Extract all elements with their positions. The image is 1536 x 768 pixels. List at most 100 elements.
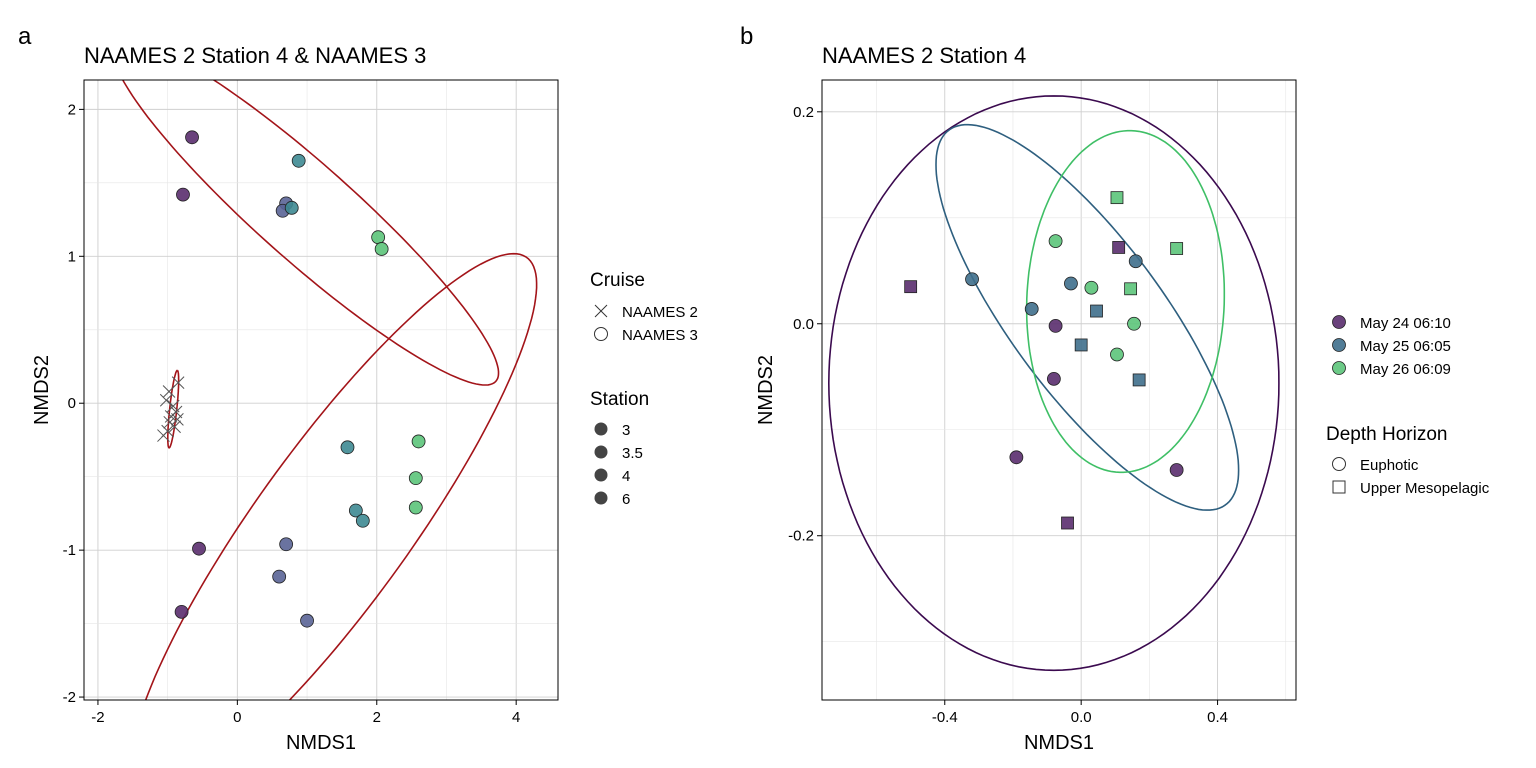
data-point-naames2	[162, 385, 176, 398]
legend-cruise-naames2-label: NAAMES 2	[622, 304, 698, 321]
x-tick-label: -2	[91, 709, 104, 726]
data-point-circle	[1048, 318, 1063, 333]
panel-a: a NAAMES 2 Station 4 & NAAMES 3 -2 0 2 4 -2…	[18, 23, 698, 754]
panel-b-title: NAAMES 2 Station 4	[822, 43, 1026, 68]
data-point-circle	[965, 272, 979, 287]
y-tick-label: -0.2	[788, 528, 814, 545]
panel-b-points	[904, 191, 1184, 530]
data-point-circle	[411, 434, 426, 449]
panel-b-y-ticks: -0.2 0.0 0.2	[788, 104, 822, 545]
panel-b-x-ticks: -0.4 0.0 0.4	[932, 700, 1228, 726]
panel-a-y-axis-label: NMDS2	[31, 355, 53, 425]
legend-cruise-naames3-label: NAAMES 3	[622, 327, 698, 344]
legend-depth-title: Depth Horizon	[1326, 424, 1447, 445]
legend-station-4-label: 4	[622, 468, 630, 485]
data-point-circle	[174, 604, 189, 619]
panel-a-points	[157, 130, 426, 628]
panel-b-y-axis-label: NMDS2	[755, 355, 777, 425]
panel-b-x-axis-label: NMDS1	[1024, 732, 1094, 754]
y-tick-label: -2	[63, 689, 76, 706]
panel-b-grid	[822, 80, 1296, 700]
data-point-circle	[374, 242, 389, 256]
data-point-circle	[1128, 254, 1143, 269]
data-point-circle	[1009, 450, 1024, 465]
data-point-circle	[300, 613, 314, 628]
legend-station-6-label: 6	[622, 491, 630, 508]
legend-depth-upper-mesopelagic-label: Upper Mesopelagic	[1360, 480, 1490, 497]
x-tick-label: 4	[512, 709, 520, 726]
legend-depth-euphotic-marker	[1332, 457, 1346, 471]
panel-b-frame	[821, 79, 1297, 701]
data-point-circle	[279, 537, 294, 552]
data-point-circle	[185, 130, 199, 145]
legend-date-may26-label: May 26 06:09	[1360, 361, 1451, 378]
legend-date-may25-marker	[1332, 338, 1346, 352]
panel-a-title: NAAMES 2 Station 4 & NAAMES 3	[84, 43, 426, 68]
panel-b-label: b	[740, 23, 753, 50]
panel-b-legend: May 24 06:10 May 25 06:05 May 26 06:09 D…	[1326, 315, 1490, 497]
data-point-square	[1074, 338, 1088, 352]
data-point-naames2	[157, 429, 170, 442]
confidence-ellipse	[827, 95, 1280, 672]
legend-cruise-title: Cruise	[590, 270, 645, 291]
panel-a-y-ticks: -2 -1 0 1 2	[63, 101, 84, 706]
legend-station-3-5-label: 3.5	[622, 445, 643, 462]
data-point-square	[1124, 282, 1138, 296]
panel-a-x-axis-label: NMDS1	[286, 732, 356, 754]
data-point-circle	[284, 200, 299, 215]
data-point-circle	[348, 503, 363, 518]
x-tick-label: 0.0	[1071, 709, 1092, 726]
y-tick-label: 0.0	[793, 316, 814, 333]
data-point-circle	[371, 230, 386, 245]
data-point-circle	[176, 187, 190, 202]
legend-station-3-label: 3	[622, 422, 630, 439]
data-point-circle	[1064, 276, 1078, 291]
legend-station-title: Station	[590, 389, 649, 410]
confidence-ellipse	[935, 123, 1240, 511]
y-tick-label: 0.2	[793, 104, 814, 121]
legend-depth-upper-mesopelagic-marker	[1332, 480, 1346, 494]
panel-a-legend: Cruise NAAMES 2 NAAMES 3 Station 3 3.5 4…	[590, 270, 698, 508]
legend-station-3-5-marker	[594, 445, 608, 459]
legend-date-may25-label: May 25 06:05	[1360, 338, 1451, 355]
panel-a-frame	[83, 79, 559, 701]
data-point-square	[1132, 373, 1146, 387]
legend-station-4-marker	[594, 468, 608, 482]
data-point-square	[1061, 516, 1074, 530]
data-point-square	[1112, 241, 1126, 254]
data-point-square	[904, 280, 918, 294]
data-point-circle	[192, 541, 206, 556]
legend-station-3-marker	[594, 422, 608, 436]
data-point-circle	[1127, 316, 1141, 331]
y-tick-label: 2	[68, 101, 76, 118]
legend-depth-euphotic-label: Euphotic	[1360, 457, 1419, 474]
data-point-square	[1090, 304, 1103, 318]
panel-a-x-ticks: -2 0 2 4	[91, 700, 520, 726]
y-tick-label: -1	[63, 542, 76, 559]
data-point-circle	[408, 471, 423, 486]
x-tick-label: 0.4	[1207, 709, 1228, 726]
data-point-naames2	[159, 393, 173, 407]
data-point-circle	[1048, 234, 1063, 248]
x-tick-label: 0	[233, 709, 241, 726]
legend-station-6-marker	[594, 491, 608, 505]
y-tick-label: 0	[68, 395, 76, 412]
legend-date-may24-label: May 24 06:10	[1360, 315, 1451, 332]
confidence-ellipse	[121, 80, 500, 386]
data-point-circle	[355, 513, 370, 528]
data-point-square	[1170, 242, 1184, 255]
data-point-circle	[1084, 280, 1099, 295]
data-point-naames2	[171, 413, 184, 426]
legend-date-may24-marker	[1332, 315, 1346, 329]
data-point-circle	[1110, 347, 1124, 362]
data-point-circle	[1046, 371, 1061, 386]
data-point-circle	[1024, 302, 1039, 316]
data-point-naames2	[168, 420, 181, 434]
legend-cruise-naames3-marker	[594, 327, 608, 341]
data-point-circle	[340, 440, 355, 455]
data-point-square	[1110, 191, 1124, 205]
panel-b: b NAAMES 2 Station 4 -0.4 0.0 0.4 -0.2 0.0 0…	[740, 23, 1490, 754]
data-point-naames2	[164, 410, 178, 423]
data-point-circle	[291, 153, 306, 168]
